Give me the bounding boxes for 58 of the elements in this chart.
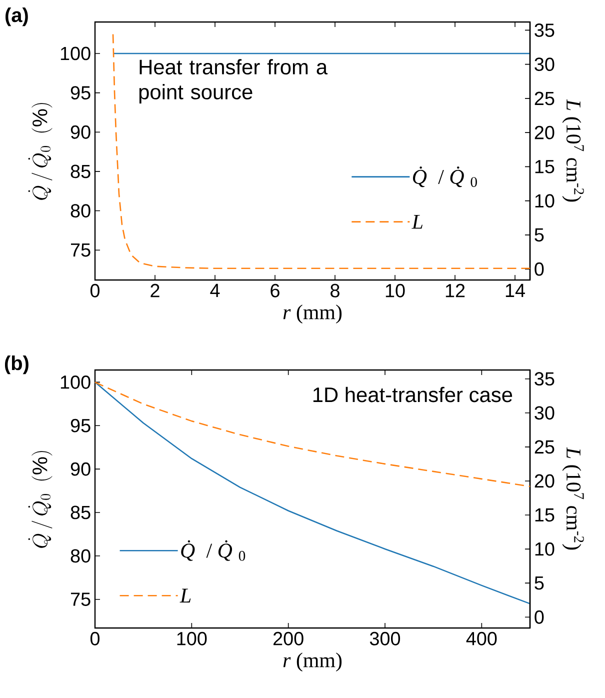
x-tick-label: 6 xyxy=(270,284,280,298)
legend-label: L xyxy=(412,214,422,229)
y2-tick-label: 35 xyxy=(534,23,554,37)
y-tick-label: 80 xyxy=(70,549,90,563)
x-axis-title: r (mm) xyxy=(283,304,342,324)
line-series xyxy=(94,382,531,488)
y2-tick-label: 5 xyxy=(534,228,544,242)
x-axis-title: r (mm) xyxy=(283,652,342,672)
y-axis-title: $\dot{Q}\,/\,\dot{Q}_0\ \ (\%)$ xyxy=(28,103,52,200)
y2-tick-label: 25 xyxy=(534,92,554,106)
y2-tick-label: 0 xyxy=(534,610,544,624)
y2-tick-label: 0 xyxy=(534,262,544,276)
y-tick-label: 95 xyxy=(70,86,90,100)
y2-tick-label: 15 xyxy=(535,508,554,522)
x-tick-label: 400 xyxy=(466,632,497,646)
y2-tick-label: 35 xyxy=(534,372,554,386)
y-tick-label: 95 xyxy=(70,418,90,432)
y2-tick-label: 20 xyxy=(534,474,554,488)
line-series xyxy=(112,34,531,270)
y2-tick-label: 20 xyxy=(534,126,554,140)
x-tick-label: 2 xyxy=(150,284,160,298)
x-tick-label: 100 xyxy=(177,632,207,646)
x-tick-label: 200 xyxy=(273,632,304,646)
y2-axis-title: L (10$^{7}$ cm$^{-2}$) xyxy=(562,99,584,202)
y-tick-label: 85 xyxy=(70,506,90,520)
y2-tick-label: 25 xyxy=(534,440,554,454)
y2-tick-label: 10 xyxy=(535,542,554,556)
annotation: 1D heat-transfer case xyxy=(313,386,512,402)
legend-label: Q̇ / Q̇$_{0}$ xyxy=(413,166,477,188)
y-tick-label: 100 xyxy=(60,375,90,389)
legend-label: Q̇ / Q̇$_{0}$ xyxy=(181,540,246,561)
y2-tick-label: 5 xyxy=(534,576,544,590)
x-tick-label: 14 xyxy=(506,284,525,297)
x-tick-label: 8 xyxy=(330,284,340,298)
line-series xyxy=(94,382,531,604)
x-tick-label: 4 xyxy=(210,284,220,297)
y2-axis-title: L (10$^{7}$ cm$^{-2}$) xyxy=(562,447,584,550)
annotation: Heat transfer from a point source xyxy=(139,59,328,104)
x-tick-label: 0 xyxy=(90,632,100,646)
y2-tick-label: 15 xyxy=(535,160,554,174)
y2-tick-label: 30 xyxy=(534,58,554,72)
y-tick-label: 90 xyxy=(70,125,90,139)
y2-tick-label: 30 xyxy=(534,406,554,420)
x-tick-label: 300 xyxy=(370,632,400,646)
x-tick-label: 0 xyxy=(90,284,100,298)
y-axis-title: $\dot{Q}\,/\,\dot{Q}_0\ \ (\%)$ xyxy=(28,451,52,548)
chart-title: (a) xyxy=(6,8,28,26)
y-tick-label: 85 xyxy=(70,164,90,178)
y2-tick-label: 10 xyxy=(535,194,554,208)
y-tick-label: 100 xyxy=(60,46,90,60)
y-tick-label: 75 xyxy=(70,592,90,606)
y-tick-label: 90 xyxy=(70,462,90,476)
chart-title: (b) xyxy=(4,356,28,374)
x-tick-label: 12 xyxy=(446,284,465,298)
y-tick-label: 80 xyxy=(70,204,90,218)
y-tick-label: 75 xyxy=(70,244,90,257)
legend-label: L xyxy=(180,588,191,602)
x-tick-label: 10 xyxy=(386,284,405,298)
